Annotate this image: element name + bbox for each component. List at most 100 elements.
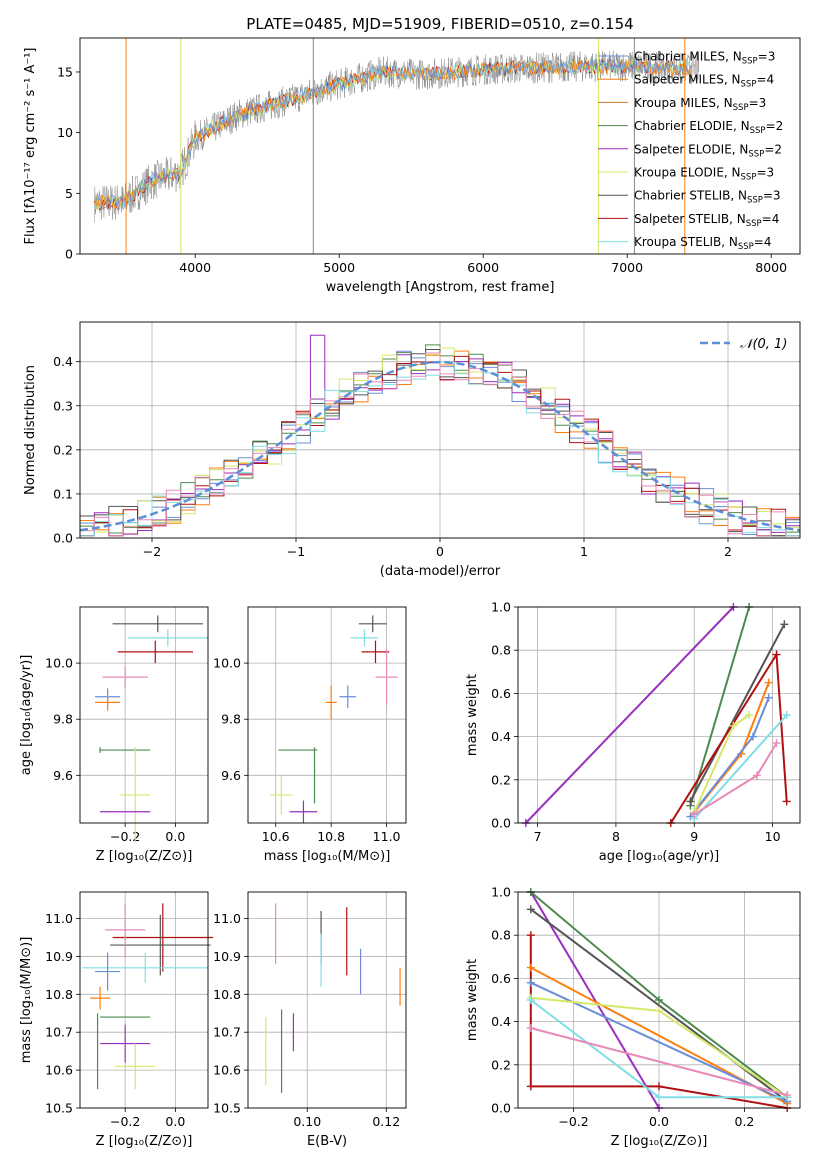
x-tick-label: 5000 bbox=[323, 260, 355, 275]
y-tick-label: 0.0 bbox=[53, 531, 73, 546]
y-tick-label: 1.0 bbox=[491, 885, 511, 900]
y-tick-label: 10.8 bbox=[45, 987, 73, 1002]
y-tick-label: 10.8 bbox=[213, 987, 241, 1002]
x-tick-label: −2 bbox=[143, 544, 161, 559]
x-tick-label: 0.0 bbox=[165, 829, 185, 844]
weight-marker-ss bbox=[526, 931, 535, 940]
z-massweight-panel: −0.2 0.0 0.2 0.0 0.2 0.4 0.6 0.8 1.0 Z [log₁₀(Z/Z… bbox=[465, 885, 801, 1149]
x-tick-label: −1 bbox=[287, 544, 305, 559]
ebv-mass-panel: 0.10 0.12 10.5 10.6 10.7 10.8 10.9 11.0 E(B-V) bbox=[213, 891, 407, 1149]
y-tick-label: 10.9 bbox=[45, 949, 73, 964]
y-tick-label: 10.0 bbox=[45, 656, 73, 671]
weight-marker-cm bbox=[764, 693, 773, 702]
x-tick-label: −0.2 bbox=[110, 829, 140, 844]
y-axis-label: mass weight bbox=[465, 959, 480, 1041]
y-tick-label: 10.5 bbox=[213, 1101, 241, 1116]
y-tick-label: 0.4 bbox=[491, 1014, 511, 1029]
age-massweight-panel: 7 8 9 10 0.0 0.2 0.4 0.6 0.8 1.0 age [log₁₀(age/yr… bbox=[465, 600, 801, 864]
y-tick-label: 9.6 bbox=[221, 768, 241, 783]
x-tick-label: 4000 bbox=[179, 260, 211, 275]
x-axis-label: Z [log₁₀(Z/Z⊙)] bbox=[96, 1134, 193, 1149]
y-tick-label: 1.0 bbox=[491, 600, 511, 615]
x-tick-label: 10 bbox=[765, 829, 781, 844]
legend-label-ce: Chabrier ELODIE, NSSP=2 bbox=[634, 119, 783, 136]
y-axis-label: Flux [fλ10⁻¹⁷ erg cm⁻² s⁻¹ A⁻¹] bbox=[23, 48, 38, 245]
axes-frame bbox=[247, 891, 407, 1109]
y-tick-label: 10.9 bbox=[213, 949, 241, 964]
weight-line-ks bbox=[693, 714, 788, 820]
weight-marker-sm bbox=[764, 678, 773, 687]
weight-marker-pink bbox=[752, 771, 761, 780]
y-tick-label: 0.0 bbox=[491, 1101, 511, 1116]
y-tick-label: 11.0 bbox=[45, 911, 73, 926]
y-tick-label: 0.3 bbox=[53, 398, 73, 413]
weight-marker-sm bbox=[526, 963, 535, 972]
y-tick-label: 0.1 bbox=[53, 486, 73, 501]
weight-marker-ke bbox=[655, 1006, 663, 1015]
histogram-step-pink bbox=[79, 352, 800, 538]
x-axis-label: age [log₁₀(age/yr)] bbox=[599, 849, 720, 864]
axes-frame bbox=[517, 606, 801, 824]
x-tick-label: −0.2 bbox=[110, 1114, 140, 1129]
legend-label-ks: Kroupa STELIB, NSSP=4 bbox=[634, 235, 772, 252]
y-tick-label: 5 bbox=[65, 186, 73, 201]
y-tick-label: 0 bbox=[65, 247, 73, 262]
x-tick-label: −0.2 bbox=[558, 1114, 588, 1129]
y-tick-label: 0.8 bbox=[491, 928, 511, 943]
x-tick-label: 2 bbox=[724, 544, 732, 559]
x-tick-label: 7 bbox=[534, 829, 542, 844]
model-spectrum-ks bbox=[94, 58, 693, 210]
y-tick-label: 0.2 bbox=[491, 772, 511, 787]
y-tick-label: 0.6 bbox=[491, 971, 511, 986]
y-axis-label: age [log₁₀(age/yr)] bbox=[19, 655, 34, 776]
x-axis-label: Z [log₁₀(Z/Z⊙)] bbox=[611, 1134, 708, 1149]
legend-label-se: Salpeter ELODIE, NSSP=2 bbox=[634, 142, 782, 159]
legend-label-sm: Salpeter MILES, NSSP=4 bbox=[634, 73, 774, 90]
model-spectrum-cm bbox=[94, 58, 692, 210]
y-axis-label: Normed distribution bbox=[23, 365, 38, 495]
y-tick-label: 10.7 bbox=[213, 1025, 241, 1040]
weight-line-se bbox=[525, 606, 735, 824]
y-tick-label: 10.0 bbox=[213, 656, 241, 671]
weight-marker-ss bbox=[526, 1082, 535, 1091]
weight-marker-pink bbox=[526, 1024, 535, 1033]
weight-marker-ss bbox=[782, 797, 791, 806]
x-tick-label: 7000 bbox=[611, 260, 643, 275]
legend-label-ke: Kroupa ELODIE, NSSP=3 bbox=[634, 166, 774, 183]
y-tick-label: 9.8 bbox=[221, 712, 241, 727]
y-tick-label: 0.2 bbox=[53, 442, 73, 457]
y-tick-label: 11.0 bbox=[213, 911, 241, 926]
weight-marker-ss bbox=[772, 650, 781, 659]
x-tick-label: 8 bbox=[612, 829, 620, 844]
z-mass-panel: −0.2 0.0 10.5 10.6 10.7 10.8 10.9 11.0 Z [log₁₀(… bbox=[19, 891, 214, 1149]
weight-marker-cs bbox=[780, 620, 789, 629]
x-axis-label: Z [log₁₀(Z/Z⊙)] bbox=[96, 849, 193, 864]
y-tick-label: 10.6 bbox=[45, 1063, 73, 1078]
spectrum-panel: 4000 5000 6000 7000 8000 0 5 10 15 wavelength [An… bbox=[23, 37, 801, 295]
y-tick-label: 10.5 bbox=[45, 1101, 73, 1116]
gauss-legend-label: 𝒩(0, 1) bbox=[740, 337, 787, 352]
y-tick-label: 9.8 bbox=[53, 712, 73, 727]
y-tick-label: 0.8 bbox=[491, 643, 511, 658]
x-tick-label: 8000 bbox=[755, 260, 787, 275]
x-axis-label: wavelength [Angstrom, rest frame] bbox=[326, 280, 555, 295]
legend-label-ss: Salpeter STELIB, NSSP=4 bbox=[634, 212, 779, 229]
normal-curve bbox=[79, 360, 801, 532]
x-tick-label: 6000 bbox=[467, 260, 499, 275]
y-tick-label: 10.7 bbox=[45, 1025, 73, 1040]
residual-histogram-panel: −2 −1 0 1 2 0.0 0.1 0.2 0.3 0.4 (data-model)/error… bbox=[23, 321, 801, 579]
x-tick-label: 0.10 bbox=[293, 1114, 321, 1129]
x-tick-label: 0.0 bbox=[649, 1114, 669, 1129]
x-axis-label: E(B-V) bbox=[307, 1134, 347, 1149]
weight-marker-pink bbox=[690, 810, 699, 819]
y-tick-label: 10 bbox=[57, 125, 73, 140]
y-axis-label: mass weight bbox=[465, 674, 480, 756]
weight-marker-ke bbox=[729, 721, 738, 730]
axes-frame bbox=[79, 606, 209, 824]
legend-label-cm: Chabrier MILES, NSSP=3 bbox=[634, 50, 775, 67]
weight-line-cs bbox=[689, 623, 786, 802]
axes-frame bbox=[79, 891, 209, 1109]
y-tick-label: 9.6 bbox=[53, 768, 73, 783]
legend-label-km: Kroupa MILES, NSSP=3 bbox=[634, 96, 766, 113]
